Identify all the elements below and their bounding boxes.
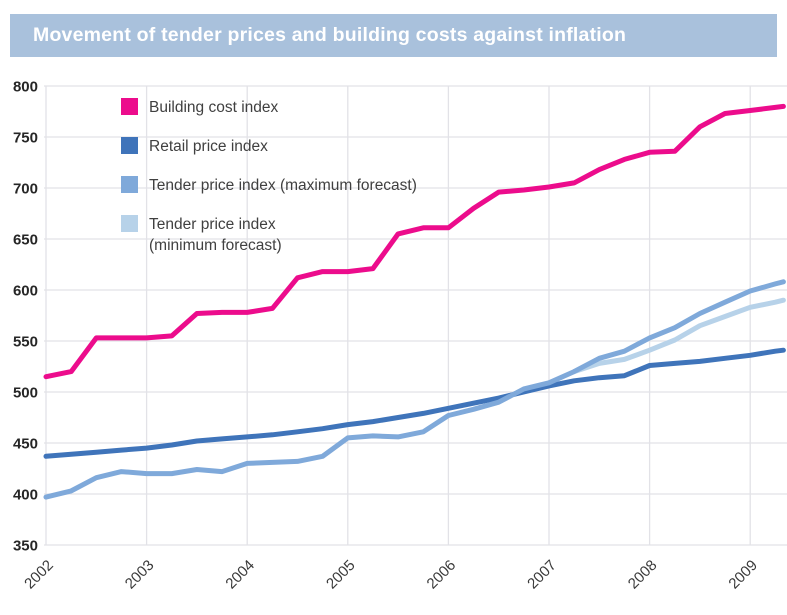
chart-title: Movement of tender prices and building c…	[33, 24, 627, 46]
x-tick-label: 2009	[725, 557, 761, 593]
y-tick-label: 600	[13, 283, 38, 300]
legend-label: Retail price index	[149, 138, 268, 155]
y-tick-label: 750	[13, 130, 38, 147]
y-tick-label: 500	[13, 385, 38, 402]
y-tick-label: 350	[13, 538, 38, 555]
y-tick-label: 800	[13, 79, 38, 96]
legend-label: Tender price index (minimum forecast)	[149, 216, 282, 254]
y-tick-label: 550	[13, 334, 38, 351]
x-tick-label: 2005	[323, 557, 359, 593]
legend-swatch-tender-price-index-minimum	[121, 215, 138, 232]
y-tick-label: 700	[13, 181, 38, 198]
y-axis-tick-labels: 350 400 450 500 550 600 650 700 750 800	[13, 79, 38, 555]
legend-swatch-building-cost-index	[121, 98, 138, 115]
x-tick-label: 2008	[625, 557, 661, 593]
legend-label: Tender price index (maximum forecast)	[149, 177, 417, 194]
x-tick-label: 2002	[21, 557, 57, 593]
y-tick-label: 400	[13, 487, 38, 504]
legend-label: Building cost index	[149, 99, 279, 116]
series-line-retail-price-index	[43, 347, 786, 459]
x-axis-tick-labels: 2002 2003 2004 2005 2006 2007 2008 2009	[21, 557, 761, 593]
series-line-tender-price-index-minimum-forecast	[571, 297, 786, 375]
grid-vertical	[45, 86, 751, 545]
y-tick-label: 450	[13, 436, 38, 453]
legend-item-building-cost-index: Building cost index	[121, 97, 417, 118]
legend-swatch-tender-price-index-maximum	[121, 176, 138, 193]
legend-swatch-retail-price-index	[121, 137, 138, 154]
series-line-tender-price-index-maximum-forecast	[43, 279, 786, 500]
y-tick-label: 650	[13, 232, 38, 249]
legend-item-retail-price-index: Retail price index	[121, 136, 417, 157]
x-tick-label: 2006	[424, 557, 460, 593]
chart-title-banner: Movement of tender prices and building c…	[10, 14, 777, 57]
series-line-building-cost-index	[43, 103, 786, 380]
x-tick-label: 2003	[122, 557, 158, 593]
x-tick-label: 2007	[524, 557, 560, 593]
legend-item-tender-price-index-maximum: Tender price index (maximum forecast)	[121, 175, 417, 196]
legend-item-tender-price-index-minimum: Tender price index (minimum forecast)	[121, 214, 417, 256]
x-tick-label: 2004	[222, 557, 258, 593]
legend: Building cost index Retail price index T…	[121, 97, 417, 256]
